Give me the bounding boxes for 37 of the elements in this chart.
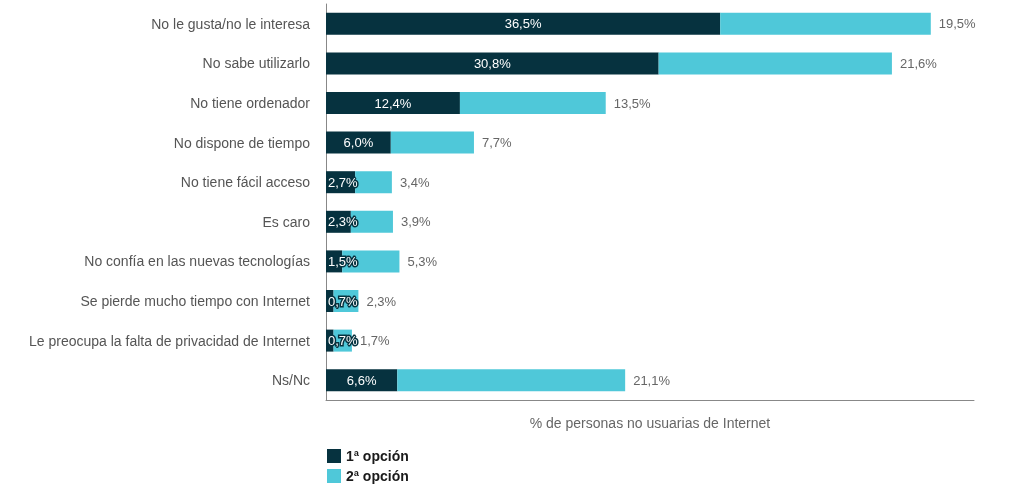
y-tick-label: No le gusta/no le interesa	[151, 15, 311, 32]
data-label: 13,5%	[613, 95, 652, 111]
data-label: 7,7%	[481, 135, 513, 151]
bar	[720, 12, 931, 35]
data-label: 6,0%	[343, 135, 374, 151]
y-tick-label: No tiene fácil acceso	[180, 174, 311, 191]
data-label: 19,5%	[938, 16, 977, 32]
y-tick-label: Es caro	[262, 213, 311, 230]
y-tick-label: No confía en las nuevas tecnologías	[84, 253, 310, 270]
bar	[397, 369, 626, 392]
y-tick-label: No sabe utilizarlo	[202, 55, 311, 72]
bar	[326, 92, 460, 114]
data-label: 3,4%	[399, 174, 430, 190]
legend-label: 2ª opción	[346, 468, 409, 484]
data-label: 30,8%	[473, 55, 512, 71]
data-label: 1,7%	[359, 333, 390, 349]
data-label: 5,3%	[407, 253, 438, 269]
x-axis-title: % de personas no usuarias de Internet	[529, 415, 771, 431]
bar	[658, 52, 892, 75]
data-label: 36,5%	[504, 16, 542, 32]
legend-label: 1ª opción	[346, 448, 409, 464]
bar	[326, 12, 721, 35]
y-tick-label: Se pierde mucho tiempo con Internet	[80, 293, 311, 309]
y-tick-label: No tiene ordenador	[190, 95, 311, 111]
y-tick-label: No dispone de tiempo	[173, 134, 311, 151]
bar	[355, 171, 392, 194]
bar	[326, 52, 659, 75]
data-label: 21,1%	[633, 372, 671, 388]
y-tick-label: Le preocupa la falta de privacidad de Internet	[29, 332, 311, 349]
data-label: 2,3%	[366, 293, 397, 309]
data-label: 3,9%	[400, 214, 432, 230]
data-label: 21,6%	[899, 55, 938, 71]
bar	[390, 131, 474, 154]
y-tick-label: Ns/Nc	[271, 372, 310, 389]
data-label: 6,6%	[346, 372, 377, 388]
bar	[459, 92, 606, 114]
data-label: 12,4%	[374, 95, 412, 111]
